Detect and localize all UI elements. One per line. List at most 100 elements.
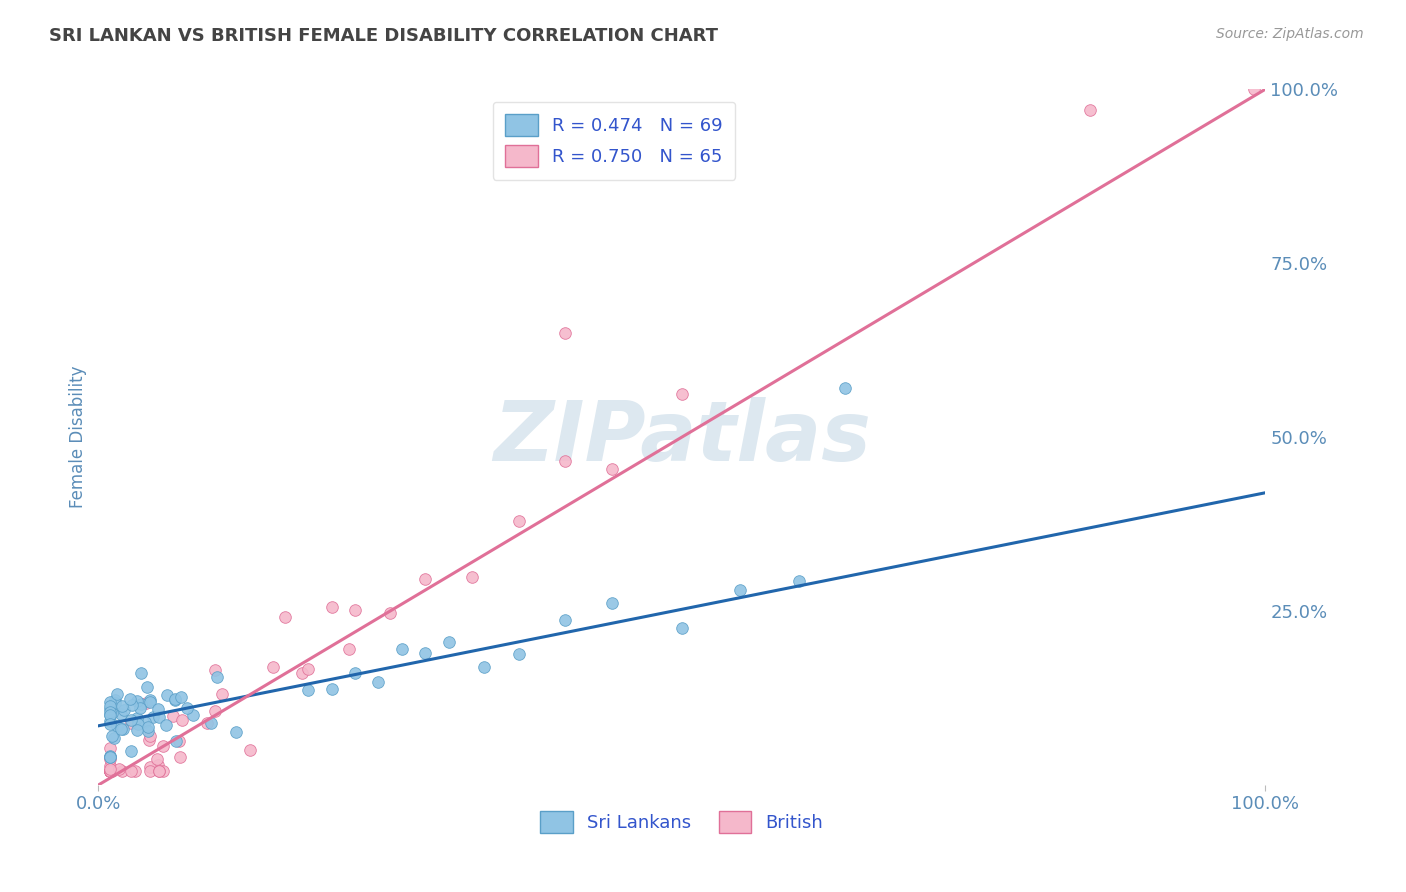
Point bbox=[104, 696, 127, 710]
Point bbox=[98, 764, 121, 778]
Point bbox=[100, 764, 122, 778]
Point bbox=[148, 710, 170, 724]
Point bbox=[148, 701, 170, 715]
Point bbox=[98, 764, 121, 778]
Point bbox=[225, 724, 247, 739]
Point bbox=[671, 386, 693, 401]
Point bbox=[98, 741, 121, 756]
Point bbox=[155, 718, 177, 732]
Text: ZIPatlas: ZIPatlas bbox=[494, 397, 870, 477]
Point bbox=[105, 688, 128, 702]
Point bbox=[98, 764, 121, 778]
Point bbox=[120, 714, 142, 728]
Point bbox=[125, 711, 148, 725]
Point bbox=[165, 734, 187, 748]
Point bbox=[205, 670, 228, 684]
Point bbox=[127, 723, 149, 737]
Point bbox=[98, 759, 121, 773]
Point bbox=[98, 714, 121, 729]
Point bbox=[98, 764, 121, 778]
Text: Source: ZipAtlas.com: Source: ZipAtlas.com bbox=[1216, 27, 1364, 41]
Point bbox=[787, 574, 810, 589]
Point bbox=[508, 647, 530, 661]
Point bbox=[111, 722, 134, 736]
Point bbox=[98, 764, 121, 778]
Point bbox=[120, 764, 142, 778]
Point bbox=[162, 709, 184, 723]
Point bbox=[152, 739, 174, 754]
Point bbox=[380, 607, 402, 621]
Point bbox=[321, 599, 343, 614]
Point bbox=[98, 749, 121, 764]
Point bbox=[98, 750, 121, 764]
Point bbox=[146, 752, 169, 766]
Point bbox=[337, 642, 360, 657]
Point bbox=[98, 764, 121, 778]
Point bbox=[138, 733, 160, 747]
Point bbox=[135, 696, 157, 710]
Point bbox=[138, 729, 160, 743]
Point bbox=[600, 596, 623, 610]
Point bbox=[169, 749, 191, 764]
Point bbox=[146, 757, 169, 772]
Point bbox=[204, 663, 226, 677]
Point bbox=[135, 680, 157, 694]
Point bbox=[111, 764, 134, 778]
Point bbox=[118, 692, 141, 706]
Point bbox=[195, 716, 218, 731]
Point bbox=[554, 326, 576, 340]
Point bbox=[344, 666, 367, 681]
Point bbox=[671, 621, 693, 635]
Point bbox=[98, 698, 121, 713]
Point bbox=[437, 635, 460, 649]
Point bbox=[142, 710, 165, 724]
Point bbox=[129, 697, 152, 711]
Point bbox=[138, 695, 160, 709]
Point bbox=[134, 715, 156, 730]
Point bbox=[554, 613, 576, 627]
Point bbox=[297, 662, 319, 676]
Point bbox=[297, 683, 319, 698]
Y-axis label: Female Disability: Female Disability bbox=[69, 366, 87, 508]
Point bbox=[413, 572, 436, 586]
Point bbox=[98, 702, 121, 716]
Point bbox=[554, 454, 576, 468]
Point bbox=[413, 646, 436, 660]
Point bbox=[239, 743, 262, 757]
Point bbox=[98, 752, 121, 766]
Point bbox=[98, 750, 121, 764]
Point bbox=[98, 717, 121, 731]
Point bbox=[344, 603, 367, 617]
Point bbox=[152, 764, 174, 778]
Point bbox=[155, 688, 177, 702]
Point bbox=[120, 744, 142, 758]
Point bbox=[101, 764, 124, 778]
Point bbox=[136, 723, 159, 738]
Point bbox=[165, 692, 187, 706]
Point bbox=[98, 708, 121, 723]
Point bbox=[101, 729, 124, 743]
Text: SRI LANKAN VS BRITISH FEMALE DISABILITY CORRELATION CHART: SRI LANKAN VS BRITISH FEMALE DISABILITY … bbox=[49, 27, 718, 45]
Point bbox=[98, 708, 121, 723]
Point bbox=[129, 665, 152, 680]
Point bbox=[114, 703, 136, 717]
Point bbox=[105, 719, 128, 733]
Point bbox=[98, 764, 121, 778]
Point bbox=[104, 692, 127, 706]
Point bbox=[138, 760, 160, 774]
Point bbox=[98, 750, 121, 764]
Point bbox=[461, 570, 484, 584]
Legend: Sri Lankans, British: Sri Lankans, British bbox=[527, 798, 837, 846]
Point bbox=[204, 704, 226, 718]
Point bbox=[1243, 82, 1265, 96]
Point bbox=[321, 681, 343, 696]
Point bbox=[367, 675, 389, 690]
Point bbox=[262, 660, 284, 674]
Point bbox=[127, 717, 149, 731]
Point bbox=[834, 381, 856, 395]
Point bbox=[600, 462, 623, 476]
Point bbox=[125, 694, 148, 708]
Point bbox=[730, 582, 752, 597]
Point bbox=[176, 700, 198, 714]
Point bbox=[98, 705, 121, 719]
